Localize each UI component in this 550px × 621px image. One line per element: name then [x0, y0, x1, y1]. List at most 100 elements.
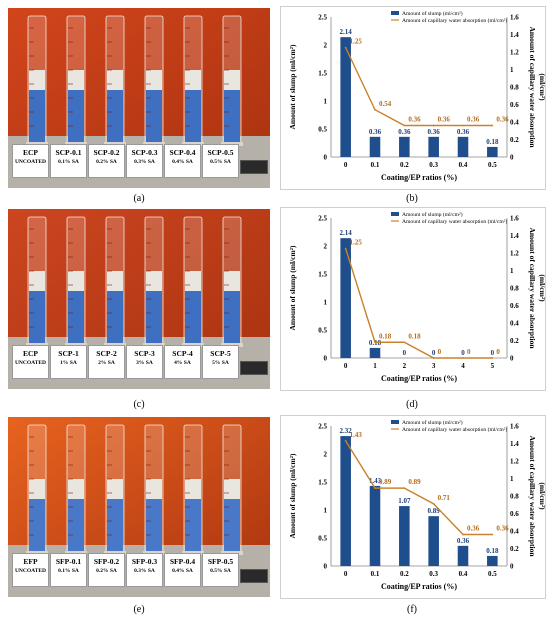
bar-value-label: 0	[432, 349, 436, 357]
cylinder	[104, 15, 126, 146]
y-tick-label: 0.5	[318, 535, 327, 543]
line-value-label: 0.36	[408, 116, 421, 124]
line-series	[345, 440, 493, 536]
chart-svg: 0 0.5 1 1.5 2 2.5 0 0.2 0.4 0.6 0.8 1 1.2 1.4 1.6 0 0.1 0…	[288, 10, 545, 182]
legend-label: Amount of slump (ml/cm²)	[402, 10, 463, 17]
sample-card: SCP-0.3 0.3% SA	[126, 144, 163, 178]
sample-card-subtitle: 0.4% SA	[172, 568, 193, 574]
line-value-label: 0.36	[496, 116, 509, 124]
legend-swatch-bar	[391, 212, 399, 216]
line-point	[403, 487, 406, 490]
sample-card-title: SFP-0.5	[207, 557, 234, 566]
y-tick-label: 1.5	[318, 70, 327, 78]
bar-value-label: 0.36	[457, 128, 470, 136]
y2-tick-label: 0.2	[510, 545, 519, 553]
cylinder	[65, 15, 87, 146]
line-point	[374, 108, 376, 111]
panel-label-e: (e)	[133, 604, 145, 615]
chart-f: 0 0.5 1 1.5 2 2.5 0 0.2 0.4 0.6 0.8 1 1.2 1.4 1.6 0 0.1 0…	[280, 415, 546, 599]
sample-card-subtitle: 5% SA	[212, 360, 229, 366]
bar-value-label: 0	[461, 349, 465, 357]
digital-scale	[240, 569, 268, 583]
cylinder	[104, 216, 126, 347]
y2-tick-label: 1.2	[510, 458, 519, 466]
sample-card-subtitle: 3% SA	[136, 360, 153, 366]
sample-card: SCP-5 5% SA	[202, 345, 239, 379]
line-point	[344, 46, 347, 49]
sample-card: SFP-0.1 0.1% SA	[50, 553, 87, 587]
bar	[369, 485, 381, 566]
bar-value-label: 2.14	[340, 28, 353, 36]
x-axis-title: Coating/EP ratios (%)	[381, 374, 457, 383]
y2-tick-label: 0.8	[510, 84, 519, 92]
legend-swatch-bar	[391, 420, 399, 424]
bar-value-label: 0.36	[457, 537, 470, 545]
y2-tick-label: 0.4	[510, 528, 519, 536]
legend-label: Amount of slump (ml/cm²)	[402, 211, 463, 218]
sample-card-title: ECP	[23, 349, 38, 358]
line-value-label: 0	[467, 348, 471, 356]
line-value-label: 0.36	[467, 525, 480, 533]
cylinder	[104, 424, 126, 555]
line-point	[491, 357, 494, 359]
y2-tick-label: 1.2	[510, 250, 519, 258]
legend-label: Amount of slump (ml/cm²)	[402, 419, 463, 426]
legend-label: Amount of capillary water absorption (ml…	[402, 426, 507, 433]
sample-card-subtitle: 0.3% SA	[134, 159, 155, 165]
bar	[457, 136, 469, 157]
bar-value-label: 0.18	[486, 138, 499, 146]
bar	[457, 545, 469, 566]
y-tick-label: 2	[324, 451, 328, 459]
legend-swatch-bar	[391, 11, 399, 15]
sample-card-title: SCP-4	[172, 349, 193, 358]
sample-card: SCP-1 1% SA	[50, 345, 87, 379]
y2-tick-label: 0.6	[510, 101, 519, 109]
digital-scale	[240, 361, 268, 375]
y2-tick-label: 1.4	[510, 232, 519, 240]
bar	[369, 347, 381, 358]
y2-tick-label: 0	[510, 355, 514, 363]
y-tick-label: 1	[324, 98, 328, 106]
x-tick-label: 0.1	[371, 570, 380, 578]
sample-card-title: EFP	[23, 557, 38, 566]
bar	[428, 136, 439, 157]
line-point	[432, 502, 435, 505]
panel-label-b: (b)	[406, 193, 418, 204]
line-point	[344, 247, 347, 250]
legend	[391, 11, 399, 21]
panel-label-a: (a)	[133, 193, 145, 204]
sample-card: SFP-0.3 0.3% SA	[126, 553, 163, 587]
bar-value-label: 0.36	[398, 128, 411, 136]
y-tick-label: 0.5	[318, 327, 327, 335]
sample-card: SFP-0.5 0.5% SA	[202, 553, 239, 587]
x-tick-label: 0.3	[429, 570, 438, 578]
panel-label-f: (f)	[407, 604, 417, 615]
cylinder	[143, 15, 165, 146]
line-point	[462, 357, 464, 359]
line-series	[344, 248, 493, 359]
y2-tick-label: 0.2	[510, 136, 519, 144]
y-tick-label: 1	[324, 507, 328, 515]
y-tick-label: 0.5	[318, 126, 327, 134]
sample-card: SCP-0.2 0.2% SA	[88, 144, 125, 178]
y-tick-label: 1	[324, 299, 328, 307]
y2-tick-label: 0.8	[510, 285, 519, 293]
y2-tick-label: 1.6	[510, 14, 519, 22]
cylinder	[26, 216, 48, 347]
y-axis-title: Amount of slump (ml/cm²)	[288, 245, 297, 330]
cylinder	[143, 424, 165, 555]
bar-value-label: 2.14	[340, 229, 353, 237]
sample-card: SCP-2 2% SA	[88, 345, 125, 379]
cylinder	[182, 216, 204, 347]
bar	[399, 506, 410, 566]
sample-card-subtitle: 0.2% SA	[96, 568, 117, 574]
sample-card-title: SFP-0.4	[169, 557, 196, 566]
x-tick-label: 0.5	[488, 161, 497, 169]
panel-label-d: (d)	[406, 399, 418, 410]
chart-svg: 0 0.5 1 1.5 2 2.5 0 0.2 0.4 0.6 0.8 1 1.2 1.4 1.6 0 0.1 0…	[288, 419, 545, 591]
sample-card-title: ECP	[23, 148, 38, 157]
line-value-label: 0	[438, 348, 442, 356]
x-tick-label: 5	[491, 362, 495, 370]
y2-tick-label: 1.2	[510, 49, 519, 57]
bar	[369, 136, 381, 157]
